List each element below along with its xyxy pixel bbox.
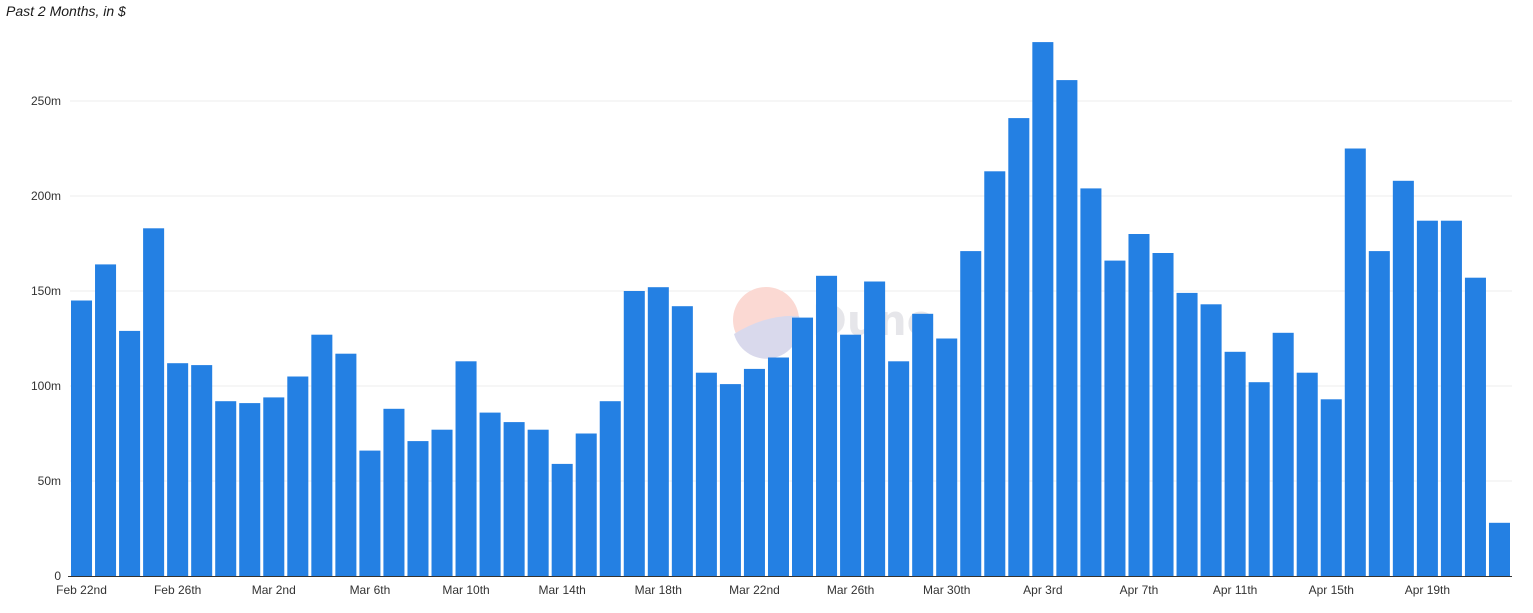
chart-subtitle: Past 2 Months, in $ [6,3,126,19]
x-tick-label: Apr 19th [1405,583,1450,597]
gridlines [70,100,1512,482]
x-tick-label: Mar 10th [442,583,489,597]
bar[interactable] [95,264,117,576]
bar[interactable] [1224,351,1246,576]
bar[interactable] [1056,80,1078,576]
x-axis-labels: Feb 22nd Feb 26th Mar 2nd Mar 6th Mar 10th Ma… [56,583,1450,597]
bar[interactable] [1416,220,1438,576]
y-tick-label: 0 [54,569,61,583]
bar[interactable] [143,228,165,577]
bar[interactable] [1320,399,1342,576]
dune-logo-lower-icon [734,315,801,359]
bar[interactable] [383,408,405,576]
bar[interactable] [455,361,477,576]
bar[interactable] [960,251,982,576]
x-tick-label: Apr 15th [1309,583,1354,597]
bar[interactable] [191,365,213,576]
bar[interactable] [239,403,261,576]
bar[interactable] [912,313,934,576]
x-tick-label: Mar 22nd [729,583,780,597]
bar[interactable] [647,287,669,576]
bar[interactable] [527,429,549,576]
bar[interactable] [888,361,910,576]
bar[interactable] [167,363,189,576]
y-tick-label: 50m [38,474,61,488]
bar[interactable] [840,334,862,576]
bar[interactable] [359,450,381,576]
x-tick-label: Apr 7th [1120,583,1159,597]
bar[interactable] [1464,277,1486,576]
bar[interactable] [1368,251,1390,576]
bar[interactable] [479,412,501,576]
bar[interactable] [792,317,814,576]
x-tick-label: Apr 3rd [1023,583,1062,597]
bar[interactable] [767,357,789,577]
bar[interactable] [1176,292,1198,576]
x-tick-label: Mar 6th [350,583,391,597]
y-axis-labels: 0 50m 100m 150m 200m 250m [31,94,61,583]
y-tick-label: 100m [31,379,61,393]
bar[interactable] [1272,332,1294,576]
bar[interactable] [551,463,573,576]
bar[interactable] [1152,253,1174,576]
bar[interactable] [1080,188,1102,576]
bar[interactable] [1008,118,1030,576]
x-tick-label: Mar 14th [539,583,586,597]
bar[interactable] [1200,304,1222,576]
bar[interactable] [263,397,285,576]
bar[interactable] [71,300,93,577]
bar[interactable] [671,306,693,576]
bar[interactable] [407,441,429,576]
bar[interactable] [1488,522,1510,576]
bar[interactable] [1248,382,1270,576]
bar[interactable] [743,368,765,576]
bar[interactable] [575,433,597,577]
y-tick-label: 150m [31,284,61,298]
bar[interactable] [1344,148,1366,577]
x-tick-label: Feb 26th [154,583,201,597]
bar[interactable] [311,334,333,576]
bars [71,42,1510,577]
bar[interactable] [287,376,309,577]
bar[interactable] [984,171,1006,577]
x-tick-label: Mar 30th [923,583,970,597]
bar[interactable] [215,401,237,576]
x-tick-label: Feb 22nd [56,583,107,597]
x-tick-label: Apr 11th [1213,583,1257,597]
y-tick-label: 250m [31,94,61,108]
bar[interactable] [335,353,357,576]
bar[interactable] [1392,180,1414,577]
bar[interactable] [1128,234,1150,576]
bar[interactable] [599,401,621,576]
bar[interactable] [1440,220,1462,576]
bar[interactable] [1032,42,1054,577]
y-tick-label: 200m [31,189,61,203]
bar[interactable] [119,330,141,576]
bar[interactable] [936,338,958,577]
x-tick-label: Mar 18th [635,583,682,597]
bar[interactable] [864,281,886,577]
bar[interactable] [719,384,741,576]
bar[interactable] [816,275,838,576]
bar[interactable] [1104,260,1126,576]
x-tick-label: Mar 2nd [252,583,296,597]
bar[interactable] [503,422,525,576]
x-tick-label: Mar 26th [827,583,874,597]
bar[interactable] [695,372,717,576]
bar[interactable] [1296,372,1318,576]
bar[interactable] [623,291,645,576]
bar[interactable] [431,429,453,576]
